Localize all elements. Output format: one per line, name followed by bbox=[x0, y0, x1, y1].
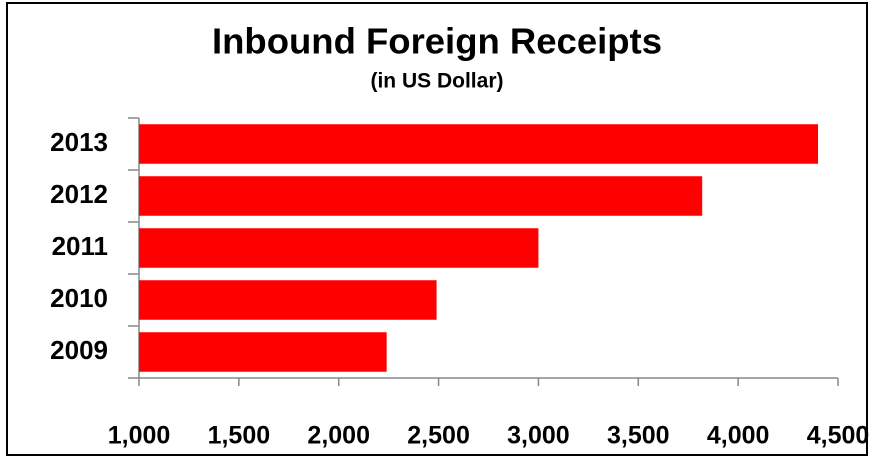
x-tick-label: 1,000 bbox=[108, 422, 171, 450]
y-tick-label: 2010 bbox=[50, 283, 108, 313]
x-tick-label: 2,500 bbox=[407, 422, 470, 450]
bar bbox=[139, 124, 819, 164]
y-tick-label: 2009 bbox=[50, 335, 108, 365]
bar bbox=[139, 176, 703, 216]
bar bbox=[139, 280, 437, 320]
bar bbox=[139, 332, 387, 372]
y-tick-label: 2013 bbox=[50, 127, 108, 157]
y-tick-label: 2012 bbox=[50, 179, 108, 209]
x-tick-label: 1,500 bbox=[208, 422, 271, 450]
x-tick-label: 3,000 bbox=[507, 422, 570, 450]
chart-subtitle: (in US Dollar) bbox=[370, 70, 503, 93]
x-tick-label: 3,500 bbox=[607, 422, 670, 450]
x-tick-label: 2,000 bbox=[307, 422, 370, 450]
y-tick-label: 2011 bbox=[52, 231, 108, 261]
bar bbox=[139, 228, 539, 268]
x-tick-label: 4,000 bbox=[707, 422, 770, 450]
chart-title: Inbound Foreign Receipts bbox=[212, 21, 662, 62]
x-tick-label: 4,500 bbox=[807, 422, 870, 450]
